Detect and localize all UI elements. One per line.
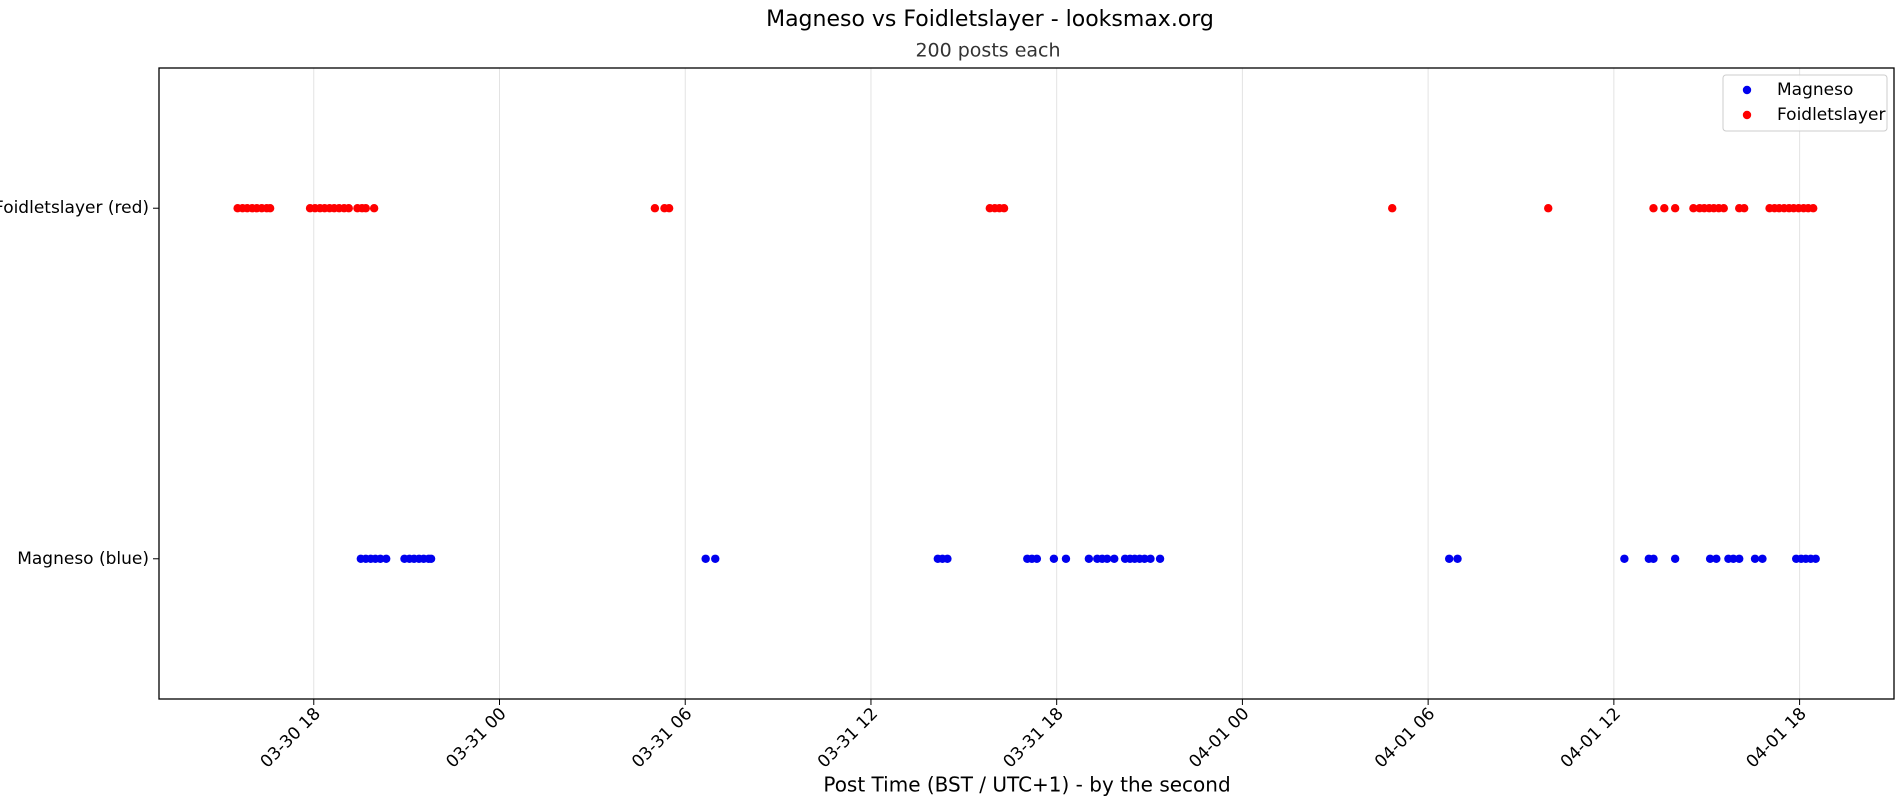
- x-tick-label: 04-01 12: [1557, 704, 1625, 772]
- point: [943, 554, 952, 563]
- point: [1809, 204, 1818, 213]
- point: [1032, 554, 1042, 563]
- y-tick-label: Foidletslayer (red): [0, 198, 149, 218]
- legend-marker: [1742, 85, 1752, 95]
- point: [1620, 554, 1629, 563]
- point: [1729, 554, 1738, 563]
- point: [664, 204, 674, 213]
- point: [1084, 554, 1094, 563]
- point: [1388, 204, 1397, 213]
- legend-marker: [1742, 110, 1752, 120]
- point: [650, 204, 660, 213]
- point: [1155, 554, 1165, 563]
- point: [361, 204, 370, 213]
- x-axis-label: Post Time (BST / UTC+1) - by the second: [823, 773, 1230, 797]
- point: [999, 204, 1009, 213]
- point: [1689, 204, 1698, 213]
- x-tick-label: 03-31 18: [1000, 704, 1068, 772]
- legend-box: [1722, 74, 1888, 132]
- point: [376, 554, 385, 563]
- point: [1670, 204, 1680, 213]
- point: [1140, 554, 1149, 563]
- point: [1049, 554, 1059, 563]
- x-tick-label: 04-01 00: [1185, 704, 1253, 772]
- x-tick-label: 03-31 12: [814, 704, 882, 772]
- x-tick-label: 04-01 18: [1742, 704, 1810, 772]
- x-tick-label: 03-31 00: [442, 704, 510, 772]
- point: [1102, 554, 1112, 563]
- x-tick-label: 03-31 06: [628, 704, 696, 772]
- point: [1758, 554, 1767, 563]
- point: [1146, 554, 1155, 563]
- point: [1544, 204, 1553, 213]
- x-tick-label: 03-30 18: [257, 704, 325, 772]
- point: [382, 554, 391, 563]
- point: [426, 554, 436, 563]
- y-tick-label: Magneso (blue): [17, 549, 149, 569]
- point: [1660, 204, 1669, 213]
- legend-label: Foidletslayer: [1777, 105, 1885, 125]
- point: [1649, 204, 1658, 213]
- point: [1061, 554, 1071, 563]
- point: [1705, 554, 1715, 563]
- point: [711, 554, 720, 563]
- x-tick-label: 04-01 06: [1371, 704, 1439, 772]
- point: [701, 554, 710, 563]
- point: [1670, 554, 1680, 563]
- point: [1719, 204, 1728, 213]
- point: [1712, 554, 1721, 563]
- chart-subtitle: 200 posts each: [915, 40, 1060, 62]
- point: [1811, 554, 1820, 563]
- point: [1110, 554, 1119, 563]
- point: [344, 204, 353, 213]
- point: [1444, 554, 1454, 563]
- plot-frame: [158, 67, 1895, 700]
- point: [369, 204, 379, 213]
- point: [1750, 554, 1760, 563]
- point: [1739, 204, 1749, 213]
- legend-label: Magneso: [1777, 80, 1853, 100]
- point: [1735, 554, 1744, 563]
- chart-title: Magneso vs Foidletslayer - looksmax.org: [766, 7, 1214, 32]
- point: [265, 204, 275, 213]
- point: [1649, 554, 1658, 563]
- point: [1453, 554, 1462, 563]
